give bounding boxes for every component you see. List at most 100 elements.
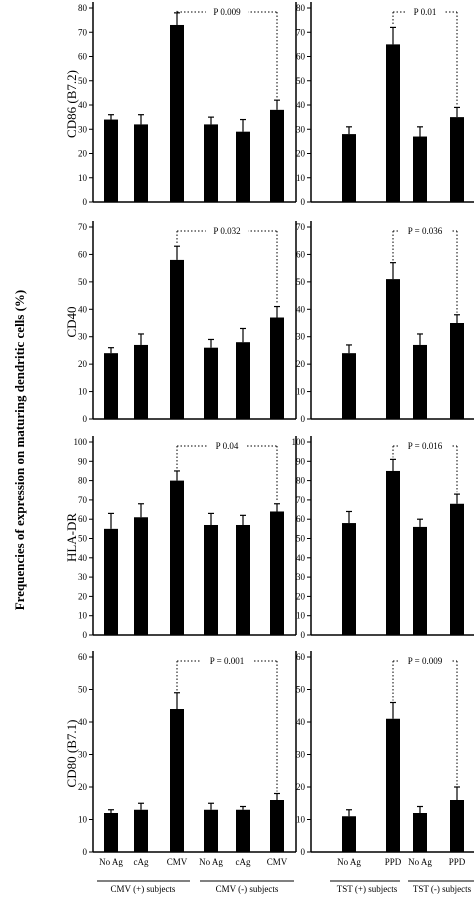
panel-6-y-tick-label: 10 bbox=[296, 611, 306, 621]
panel-8-x-tick-label: No Ag bbox=[337, 857, 361, 867]
panel-6-p-value-annotation: P = 0.016 bbox=[408, 441, 443, 451]
panel-5-bar bbox=[236, 524, 250, 635]
panel-6-y-tick-label: 40 bbox=[296, 553, 306, 563]
panel-2-y-tick-label: 50 bbox=[296, 76, 306, 86]
panel-7-x-tick-label: No Ag bbox=[199, 857, 223, 867]
panel-4-annotation-background bbox=[398, 225, 452, 236]
panel-4-bar bbox=[450, 323, 464, 419]
panel-6-y-tick-label: 80 bbox=[296, 476, 306, 486]
panel-8-y-tick-label: 30 bbox=[296, 750, 306, 760]
panel-4-bar bbox=[386, 279, 400, 419]
panel-7-axis-title: CD80 (B7.1) bbox=[64, 720, 79, 788]
panel-8-x-tick-label: PPD bbox=[449, 857, 466, 867]
panel-4-y-tick-label: 0 bbox=[301, 414, 306, 424]
panel-1-axis-title: CD86 (B7.2) bbox=[64, 70, 79, 138]
panel-8-bar bbox=[342, 816, 356, 852]
panel-5-y-tick-label: 30 bbox=[78, 572, 88, 582]
panel-8-x-tick-label: PPD bbox=[385, 857, 402, 867]
panel-3-y-tick-label: 10 bbox=[78, 387, 88, 397]
panel-1-bar bbox=[170, 24, 184, 202]
panel-6-y-tick-label: 90 bbox=[296, 456, 306, 466]
panel-3-bar bbox=[170, 259, 184, 419]
panel-7-bar bbox=[204, 809, 218, 852]
panel-6-y-tick-label: 30 bbox=[296, 572, 306, 582]
panel-8-y-tick-label: 60 bbox=[296, 652, 306, 662]
panel-1-annotation-background bbox=[205, 6, 249, 17]
panel-7-annotation-background bbox=[200, 655, 254, 666]
panel-2-p-value-annotation: P 0.01 bbox=[414, 7, 437, 17]
panel-4-y-tick-label: 20 bbox=[296, 359, 306, 369]
panel-2-annotation-background bbox=[406, 6, 444, 17]
panel-7-y-tick-label: 60 bbox=[78, 652, 88, 662]
panel-6-annotation-background bbox=[398, 440, 452, 451]
panel-1-y-tick-label: 50 bbox=[78, 76, 88, 86]
panel-2-y-tick-label: 80 bbox=[296, 3, 306, 13]
panel-8-bar bbox=[413, 813, 427, 852]
panel-7-y-tick-label: 10 bbox=[78, 815, 88, 825]
panel-8-y-tick-label: 40 bbox=[296, 717, 306, 727]
panel-6-bar bbox=[386, 470, 400, 635]
panel-3-y-tick-label: 20 bbox=[78, 359, 88, 369]
panel-5-y-tick-label: 20 bbox=[78, 591, 88, 601]
panel-3-bar bbox=[134, 344, 148, 419]
panel-6-y-tick-label: 20 bbox=[296, 591, 306, 601]
panel-8-y-tick-label: 10 bbox=[296, 815, 306, 825]
panel-7-x-tick-label: CMV bbox=[267, 857, 288, 867]
panel-7-y-tick-label: 30 bbox=[78, 750, 88, 760]
panel-1-y-tick-label: 0 bbox=[83, 197, 88, 207]
panel-3-bar bbox=[104, 353, 118, 419]
panel-1-y-tick-label: 60 bbox=[78, 52, 88, 62]
panel-7-bar bbox=[270, 800, 284, 852]
panel-6-y-tick-label: 60 bbox=[296, 514, 306, 524]
panel-5-y-tick-label: 0 bbox=[83, 630, 88, 640]
panel-2-bar bbox=[342, 134, 356, 202]
panel-7-bar bbox=[236, 809, 250, 852]
panel-1-bar bbox=[134, 124, 148, 202]
panel-1-p-value-annotation: P 0.009 bbox=[213, 7, 241, 17]
panel-3-bar bbox=[236, 342, 250, 419]
panel-5-bar bbox=[170, 480, 184, 635]
panel-1-y-tick-label: 20 bbox=[78, 149, 88, 159]
panel-2-y-tick-label: 60 bbox=[296, 52, 306, 62]
panel-3-bar bbox=[204, 347, 218, 419]
panel-2-y-tick-label: 40 bbox=[296, 100, 306, 110]
panel-1-y-tick-label: 40 bbox=[78, 100, 88, 110]
panel-1-y-tick-label: 10 bbox=[78, 173, 88, 183]
panel-7-y-tick-label: 40 bbox=[78, 717, 88, 727]
panel-1-bar bbox=[104, 119, 118, 202]
panel-5-y-tick-label: 100 bbox=[74, 437, 88, 447]
panel-8-annotation-background bbox=[398, 655, 452, 666]
panel-6-y-tick-label: 0 bbox=[301, 630, 306, 640]
panel-7-y-tick-label: 20 bbox=[78, 782, 88, 792]
panel-7-x-tick-label: cAg bbox=[236, 857, 251, 867]
panel-8-bar bbox=[450, 800, 464, 852]
panel-7-group-label: CMV (+) subjects bbox=[111, 884, 176, 894]
panel-2-bar bbox=[450, 117, 464, 202]
panel-3-y-tick-label: 40 bbox=[78, 304, 88, 314]
panel-5-bar bbox=[270, 511, 284, 635]
panel-6-bar bbox=[450, 503, 464, 635]
panel-5-y-tick-label: 70 bbox=[78, 495, 88, 505]
panel-8-group-label: TST (-) subjects bbox=[413, 884, 472, 894]
panel-3-y-tick-label: 60 bbox=[78, 249, 88, 259]
panel-7-y-tick-label: 50 bbox=[78, 685, 88, 695]
panel-5-p-value-annotation: P 0.04 bbox=[216, 441, 239, 451]
panel-2-y-tick-label: 70 bbox=[296, 27, 306, 37]
panel-6-y-tick-label: 100 bbox=[292, 437, 306, 447]
panel-3-y-tick-label: 30 bbox=[78, 332, 88, 342]
panel-6-bar bbox=[413, 526, 427, 635]
panel-7-p-value-annotation: P = 0.001 bbox=[210, 656, 245, 666]
panel-4-y-tick-label: 60 bbox=[296, 249, 306, 259]
panel-5-axis-title: HLA-DR bbox=[64, 513, 79, 562]
panel-3-axis-title: CD40 bbox=[64, 306, 79, 337]
panel-5-annotation-background bbox=[208, 440, 246, 451]
panel-5-y-tick-label: 80 bbox=[78, 476, 88, 486]
panel-2-y-tick-label: 0 bbox=[301, 197, 306, 207]
panel-3-y-tick-label: 50 bbox=[78, 277, 88, 287]
panel-7-bar bbox=[104, 813, 118, 852]
panel-2-y-tick-label: 10 bbox=[296, 173, 306, 183]
panel-5-y-tick-label: 60 bbox=[78, 514, 88, 524]
panel-8-y-tick-label: 0 bbox=[301, 847, 306, 857]
panel-4-p-value-annotation: P = 0.036 bbox=[408, 226, 443, 236]
